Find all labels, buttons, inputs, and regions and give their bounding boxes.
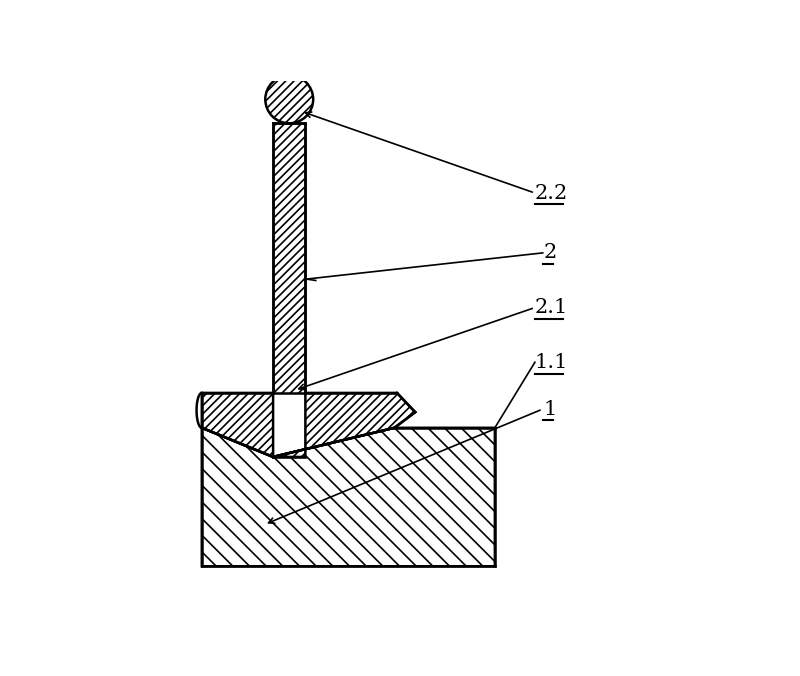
Polygon shape bbox=[202, 428, 495, 566]
Polygon shape bbox=[273, 393, 415, 457]
Text: 1: 1 bbox=[543, 400, 557, 418]
Circle shape bbox=[266, 76, 313, 123]
Text: 2.1: 2.1 bbox=[535, 298, 568, 317]
Polygon shape bbox=[273, 123, 306, 393]
Polygon shape bbox=[202, 393, 273, 457]
Text: 2.2: 2.2 bbox=[535, 183, 568, 203]
Text: 2: 2 bbox=[543, 243, 557, 262]
Text: 1.1: 1.1 bbox=[535, 353, 569, 372]
